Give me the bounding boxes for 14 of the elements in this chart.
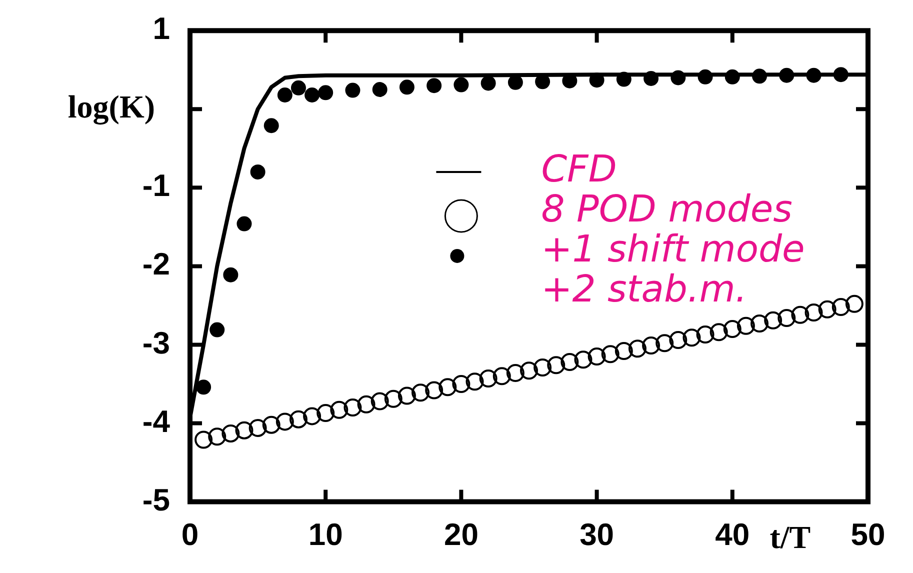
y-axis-title: log(K) bbox=[68, 88, 155, 126]
y-tick-label: -1 bbox=[142, 168, 170, 204]
y-tick-label: -4 bbox=[142, 404, 171, 439]
x-tick-label: 10 bbox=[308, 516, 343, 552]
x-tick-label: 40 bbox=[715, 516, 750, 552]
x-axis-title: t/T bbox=[770, 519, 811, 556]
y-tick-label: -2 bbox=[142, 246, 170, 282]
x-tick-label: 30 bbox=[580, 516, 614, 552]
x-tick-label: 0 bbox=[181, 516, 199, 552]
x-tick-label: 20 bbox=[444, 516, 478, 552]
y-tick-label: -5 bbox=[142, 482, 170, 518]
y-tick-label: 1 bbox=[152, 11, 170, 46]
y-tick-label: -3 bbox=[142, 325, 170, 360]
x-tick-label: 50 bbox=[850, 516, 886, 552]
